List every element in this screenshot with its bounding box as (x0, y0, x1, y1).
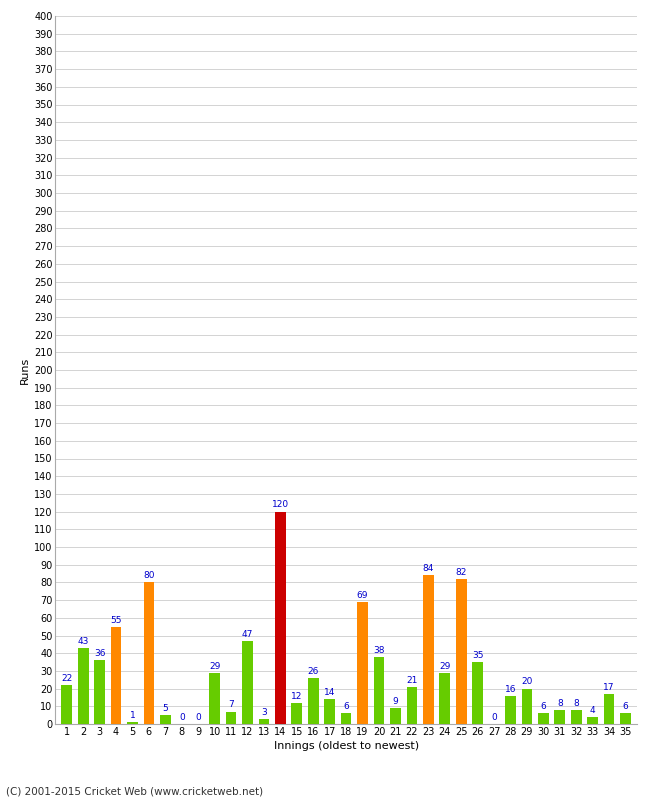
Text: 14: 14 (324, 688, 335, 697)
Text: 43: 43 (77, 637, 89, 646)
Bar (259, 718, 269, 724)
Text: 9: 9 (393, 697, 398, 706)
Bar (78, 648, 88, 724)
Bar (390, 708, 401, 724)
Bar (324, 699, 335, 724)
Bar (226, 712, 237, 724)
Text: 29: 29 (439, 662, 450, 670)
Bar (456, 579, 467, 724)
Bar (604, 694, 614, 724)
Text: 120: 120 (272, 501, 289, 510)
Text: 8: 8 (557, 698, 563, 708)
Bar (209, 673, 220, 724)
Text: 6: 6 (343, 702, 349, 711)
Bar (144, 582, 154, 724)
Bar (374, 657, 384, 724)
Bar (358, 602, 368, 724)
Text: 69: 69 (357, 590, 369, 600)
Bar (275, 512, 286, 724)
Bar (439, 673, 450, 724)
Text: 7: 7 (228, 701, 234, 710)
Bar (94, 660, 105, 724)
Y-axis label: Runs: Runs (20, 356, 30, 384)
Text: 6: 6 (540, 702, 546, 711)
Bar (111, 626, 122, 724)
Text: 80: 80 (143, 571, 155, 580)
Text: 0: 0 (179, 713, 185, 722)
Bar (620, 714, 631, 724)
Bar (423, 575, 434, 724)
Text: 29: 29 (209, 662, 220, 670)
Text: 17: 17 (603, 682, 615, 692)
Text: 0: 0 (196, 713, 201, 722)
Bar (473, 662, 483, 724)
Text: 82: 82 (456, 568, 467, 577)
Text: 55: 55 (111, 615, 122, 625)
Bar (505, 696, 516, 724)
Text: 26: 26 (307, 667, 319, 676)
Bar (160, 715, 171, 724)
Text: 5: 5 (162, 704, 168, 713)
Bar (571, 710, 582, 724)
Text: 4: 4 (590, 706, 595, 714)
Text: 22: 22 (61, 674, 72, 683)
Text: 0: 0 (491, 713, 497, 722)
Text: 38: 38 (373, 646, 385, 654)
Bar (554, 710, 565, 724)
Bar (406, 687, 417, 724)
Text: 84: 84 (422, 564, 434, 573)
Bar (521, 689, 532, 724)
Text: 35: 35 (472, 651, 484, 660)
Bar (538, 714, 549, 724)
Bar (308, 678, 318, 724)
Bar (242, 641, 253, 724)
Text: 6: 6 (623, 702, 629, 711)
Text: 16: 16 (504, 685, 516, 694)
X-axis label: Innings (oldest to newest): Innings (oldest to newest) (274, 741, 419, 751)
Text: 1: 1 (129, 711, 135, 720)
Bar (291, 702, 302, 724)
Text: 12: 12 (291, 692, 302, 701)
Bar (127, 722, 138, 724)
Text: 47: 47 (242, 630, 254, 638)
Text: 36: 36 (94, 649, 105, 658)
Text: 8: 8 (573, 698, 579, 708)
Bar (341, 714, 352, 724)
Bar (61, 685, 72, 724)
Text: 3: 3 (261, 707, 267, 717)
Text: 21: 21 (406, 676, 417, 685)
Text: (C) 2001-2015 Cricket Web (www.cricketweb.net): (C) 2001-2015 Cricket Web (www.cricketwe… (6, 786, 264, 796)
Text: 20: 20 (521, 678, 532, 686)
Bar (588, 717, 598, 724)
